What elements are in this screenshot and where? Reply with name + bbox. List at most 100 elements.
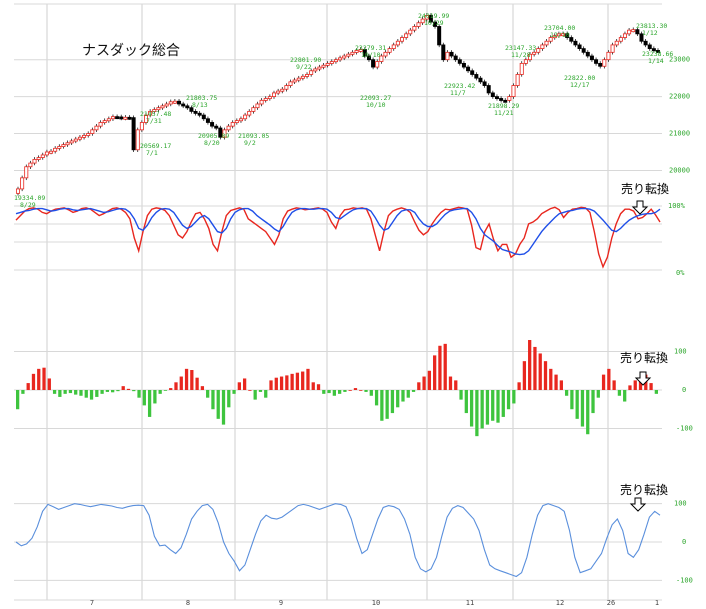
momentum-bar <box>522 361 527 390</box>
candle-body <box>622 33 627 38</box>
momentum-bar <box>227 390 231 408</box>
candle-body <box>40 154 45 158</box>
momentum-bar <box>206 390 210 398</box>
annotation-value: 22801.90 <box>290 56 321 64</box>
candle-body <box>201 114 206 120</box>
momentum-bar <box>37 368 41 390</box>
annotation-date: 10/10 <box>361 51 381 59</box>
momentum-bar <box>396 390 400 408</box>
candle-body <box>395 40 400 46</box>
momentum-panel <box>16 340 658 437</box>
candle-body <box>164 103 169 107</box>
momentum-bar <box>638 377 643 390</box>
candle-body <box>205 118 210 123</box>
candle-body <box>441 44 446 61</box>
candle-body <box>20 177 25 190</box>
candle-body <box>548 37 553 42</box>
candle-body <box>449 51 454 57</box>
oscillator-tick-label: 0 <box>682 538 686 546</box>
candle-body <box>143 114 148 123</box>
candle-body <box>139 122 144 131</box>
momentum-bar <box>105 390 110 392</box>
candle-body <box>366 55 371 61</box>
candle-body <box>73 138 78 142</box>
momentum-bar <box>47 378 51 390</box>
candle-body <box>325 62 330 66</box>
candle-body <box>247 110 252 116</box>
candle-body <box>573 40 578 46</box>
candle-body <box>647 44 652 50</box>
annotation-value: 23147.33 <box>505 44 536 52</box>
momentum-bar <box>100 390 104 394</box>
annotation-value: 23813.30 <box>636 22 667 30</box>
momentum-bar <box>221 390 226 425</box>
momentum-bar <box>327 390 331 394</box>
candle-body <box>65 142 70 146</box>
candle-body <box>515 74 520 86</box>
momentum-bar <box>111 390 115 393</box>
candle-body <box>321 64 326 68</box>
momentum-bar <box>285 375 289 390</box>
momentum-bar <box>433 355 437 390</box>
candle-body <box>135 129 140 151</box>
momentum-bar <box>311 382 315 390</box>
momentum-bar <box>612 380 616 390</box>
candle-body <box>391 44 396 50</box>
candle-body <box>478 77 483 83</box>
candle-body <box>222 129 227 138</box>
momentum-bar <box>274 377 278 390</box>
momentum-bar <box>469 390 474 427</box>
candle-body <box>569 37 574 42</box>
momentum-bar <box>654 390 658 394</box>
candle-body <box>197 112 202 116</box>
candle-body <box>172 100 177 104</box>
annotation-date: 12/17 <box>570 81 590 89</box>
candle-body <box>466 66 471 72</box>
annotation-value: 21093.05 <box>238 132 269 140</box>
candle-body <box>581 48 586 53</box>
annotation-date: 11/28 <box>511 51 531 59</box>
momentum-bar <box>448 376 453 390</box>
price-tick-label: 23000 <box>669 56 690 64</box>
momentum-bar <box>248 390 252 391</box>
candle-body <box>218 127 223 138</box>
candle-body <box>271 92 276 98</box>
candle-body <box>412 26 417 31</box>
candle-body <box>420 18 425 24</box>
candle-body <box>565 33 570 38</box>
candle-body <box>375 61 380 68</box>
momentum-bar <box>216 390 220 419</box>
candle-body <box>243 114 248 120</box>
momentum-bar <box>179 376 183 390</box>
candle-body <box>160 105 165 109</box>
momentum-bar <box>601 374 606 390</box>
candle-body <box>267 96 272 100</box>
candle-body <box>383 51 388 57</box>
momentum-bar <box>348 390 352 391</box>
candle-body <box>148 110 153 116</box>
candle-body <box>317 66 322 70</box>
candle-body <box>387 48 392 53</box>
candle-body <box>379 55 384 62</box>
candle-body <box>82 134 87 138</box>
x-tick-label: 10 <box>372 599 380 607</box>
annotation-value: 22093.27 <box>360 94 391 102</box>
x-tick-label: 12 <box>556 599 564 607</box>
momentum-bar <box>264 390 268 398</box>
annotation-date: 10/29 <box>424 19 444 27</box>
annotation-value: 20569.17 <box>140 142 171 150</box>
momentum-bar <box>343 390 347 392</box>
candle-body <box>263 98 268 101</box>
momentum-bar <box>580 390 585 427</box>
candle-body <box>474 74 479 79</box>
momentum-bar <box>190 370 194 390</box>
momentum-bar <box>258 390 263 392</box>
momentum-bar <box>554 374 558 390</box>
stoch-tick-label: 0% <box>676 269 685 277</box>
price-annotations: 19334.098/29 20569.177/1 21457.487/31 21803… <box>14 12 673 209</box>
sell-signal-label-2: 売り転換 <box>620 350 668 365</box>
stochastic-panel <box>15 206 661 269</box>
candle-body <box>594 59 599 64</box>
x-tick-label: 11 <box>466 599 474 607</box>
candle-body <box>371 59 376 68</box>
